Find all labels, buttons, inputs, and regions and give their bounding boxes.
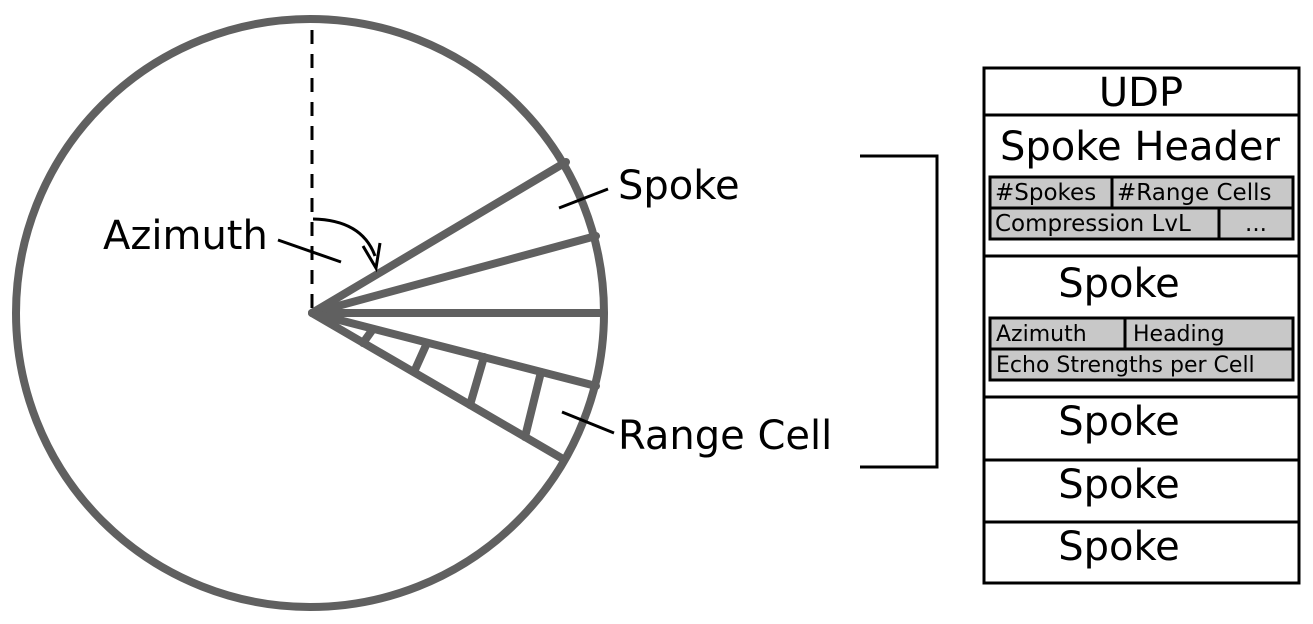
spoke-line xyxy=(308,309,567,463)
field-echo-strengths: Echo Strengths per Cell xyxy=(996,353,1255,378)
spoke-header-title: Spoke Header xyxy=(1000,124,1281,170)
range-cell-divider xyxy=(410,339,431,376)
spoke-header-section: Spoke Header #Spokes #Range Cells Compre… xyxy=(988,124,1295,241)
field-spokes: #Spokes xyxy=(995,180,1096,206)
spoke-detail-section: Spoke Azimuth Heading Echo Strengths per… xyxy=(988,261,1295,382)
range-cell-dividers xyxy=(359,325,545,441)
azimuth-label: Azimuth xyxy=(103,213,268,259)
range-cell-divider xyxy=(521,368,545,441)
field-range-cells: #Range Cells xyxy=(1117,180,1271,206)
grouping-bracket xyxy=(860,154,939,469)
spoke-row-label: Spoke xyxy=(1058,399,1180,445)
spoke-lines xyxy=(308,158,608,463)
field-azimuth: Azimuth xyxy=(996,322,1087,347)
field-heading: Heading xyxy=(1133,322,1225,347)
azimuth-leader-line xyxy=(277,238,342,264)
azimuth-arrowhead xyxy=(361,242,382,273)
range-cell-label: Range Cell xyxy=(618,413,832,459)
spoke-leader-line xyxy=(558,187,609,210)
spoke-line xyxy=(308,158,570,317)
udp-packet: UDP Spoke Header #Spokes #Range Cells Co… xyxy=(982,66,1301,585)
field-more: ... xyxy=(1245,211,1267,237)
range-cell-divider xyxy=(359,325,377,347)
azimuth-arc xyxy=(312,217,377,257)
spoke-line xyxy=(308,232,600,317)
range-cell-leader-line xyxy=(561,410,615,435)
spoke-detail-title: Spoke xyxy=(1058,261,1180,307)
udp-label: UDP xyxy=(1099,70,1183,116)
spoke-line xyxy=(308,309,600,390)
spoke-label: Spoke xyxy=(618,163,740,209)
spoke-row-label: Spoke xyxy=(1058,524,1180,570)
spoke-row-label: Spoke xyxy=(1058,462,1180,508)
field-compression-level: Compression LvL xyxy=(995,211,1191,237)
range-cell-divider xyxy=(466,353,488,409)
radar-sweep: Spoke Azimuth Range Cell xyxy=(12,15,832,611)
